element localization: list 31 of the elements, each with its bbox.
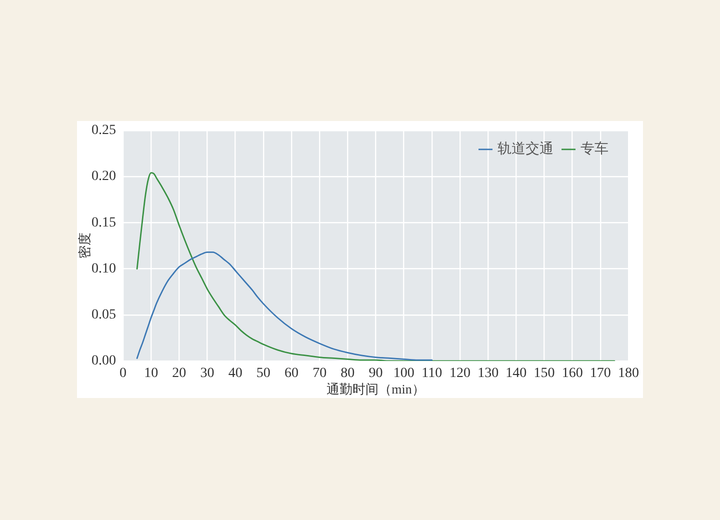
x-tick-label: 160 <box>562 366 583 382</box>
line-series <box>136 251 433 361</box>
legend-label: 专车 <box>580 141 608 158</box>
legend-label: 轨道交通 <box>498 141 554 158</box>
y-tick-label: 0.10 <box>92 261 116 276</box>
x-tick-label: 100 <box>393 366 414 382</box>
x-tick-label: 120 <box>450 366 470 382</box>
y-tick-label: 0.00 <box>92 354 116 369</box>
x-tick-label: 170 <box>590 366 611 382</box>
line-series <box>136 172 616 361</box>
x-tick-label: 40 <box>228 366 242 382</box>
x-tick-label: 80 <box>340 366 355 382</box>
y-tick-label: 0.15 <box>92 215 116 230</box>
x-tick-label: 60 <box>284 366 298 382</box>
x-tick-label: 150 <box>534 366 555 382</box>
x-tick-label: 10 <box>144 366 158 382</box>
y-tick-label: 0.20 <box>92 169 116 184</box>
x-tick-label: 90 <box>368 366 383 382</box>
y-tick-label: 0.05 <box>92 308 116 323</box>
x-axis-title: 通勤时间（min） <box>326 382 425 397</box>
y-axis-title: 密度 <box>77 232 92 259</box>
x-tick-label: 70 <box>312 366 327 382</box>
y-tick-label: 0.25 <box>92 123 116 138</box>
x-tick-label: 130 <box>478 366 499 382</box>
x-tick-label: 20 <box>172 366 186 382</box>
x-tick-label: 50 <box>256 366 270 382</box>
x-tick-label: 110 <box>422 366 442 382</box>
x-tick-label: 30 <box>200 366 214 382</box>
x-tick-label: 140 <box>506 366 527 382</box>
x-tick-label: 180 <box>618 366 639 382</box>
x-tick-label: 0 <box>120 366 126 382</box>
